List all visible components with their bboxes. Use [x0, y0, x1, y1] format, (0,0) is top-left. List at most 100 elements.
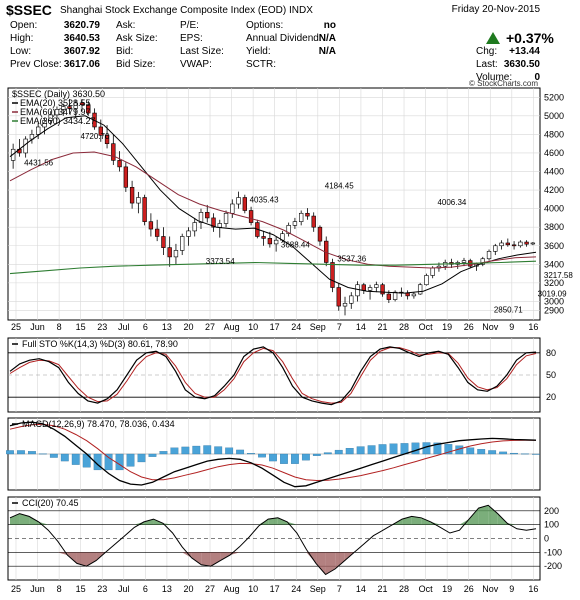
candle-body: [42, 120, 47, 128]
x-tick-label: 16: [528, 322, 538, 332]
last-label: Last:: [476, 59, 498, 70]
macd-histogram-bar: [356, 446, 365, 455]
price-annotation: 3373.54: [206, 257, 235, 266]
macd-histogram-bar: [291, 453, 299, 464]
price-annotation: 3688.44: [281, 241, 310, 250]
candle-body: [392, 291, 398, 300]
macd-histogram-bar: [389, 443, 398, 455]
x-tick-label-bottom: 15: [76, 584, 86, 594]
candle-body: [505, 242, 511, 246]
volume-label: Volume:: [476, 72, 513, 83]
candle-body: [211, 217, 216, 228]
y-tick-label: 5200: [544, 92, 564, 102]
candle-body: [167, 247, 172, 258]
x-tick-label: 17: [270, 322, 280, 332]
x-tick-label-bottom: 16: [528, 584, 538, 594]
cci-overbought-fill: [459, 519, 470, 525]
cci-oversold-fill: [182, 552, 192, 558]
candle-body: [361, 284, 366, 291]
bid-label: Bid:: [116, 46, 134, 57]
cci-overbought-fill: [268, 517, 278, 525]
candle-body: [486, 251, 492, 260]
yield-label: Yield:: [246, 46, 271, 57]
candle-body: [154, 228, 160, 237]
open-value: 3620.79: [63, 20, 100, 31]
sto-y-label: 50: [546, 370, 556, 380]
cci-oversold-fill: [57, 552, 68, 556]
price-annotation: 3537.36: [337, 255, 366, 264]
cci-oversold-fill: [220, 552, 230, 561]
eps-label: EPS:: [180, 33, 203, 44]
macd-histogram-bar: [466, 447, 475, 455]
cci-y-label: 0: [544, 534, 549, 544]
price-annotation: 4431.56: [24, 159, 53, 168]
last-value: 3630.50: [503, 59, 540, 70]
price-legend-entry: EMA(20) 3528.55: [20, 98, 91, 108]
candle-body: [198, 212, 204, 223]
candle-body: [61, 106, 66, 110]
cci-overbought-fill: [19, 513, 30, 525]
candle-body: [67, 106, 72, 109]
x-tick-label: Sep: [310, 322, 326, 332]
sto-d-line: [9, 347, 537, 404]
x-tick-label-bottom: 21: [377, 584, 387, 594]
x-tick-label: 10: [248, 322, 258, 332]
x-tick-label-bottom: 26: [464, 584, 474, 594]
x-tick-label: 9: [509, 322, 514, 332]
y-tick-label: 3200: [544, 278, 564, 288]
candle-body: [136, 197, 141, 204]
x-tick-label: 28: [399, 322, 409, 332]
x-tick-label-bottom: 28: [399, 584, 409, 594]
cci-oversold-fill: [316, 552, 326, 575]
macd-histogram-bar: [49, 453, 58, 458]
y-tick-label: 3600: [544, 241, 564, 251]
candle-body: [230, 203, 235, 214]
cci-oversold-fill: [191, 552, 202, 565]
cci-oversold-fill: [76, 552, 87, 567]
macd-histogram-bar: [521, 453, 529, 455]
exchange-label: INDX: [289, 5, 313, 16]
cci-overbought-fill: [134, 521, 144, 525]
cci-oversold-fill: [210, 552, 221, 567]
x-tick-label-bottom: 9: [509, 584, 514, 594]
candle-body: [123, 166, 129, 188]
cci-oversold-fill: [306, 552, 317, 564]
low-label: Low:: [10, 46, 32, 57]
macd-histogram-bar: [323, 452, 332, 455]
x-tick-label-bottom: 13: [162, 584, 172, 594]
x-tick-label: Nov: [482, 322, 499, 332]
x-tick-label-bottom: Jul: [118, 584, 130, 594]
y-tick-label: 4800: [544, 129, 564, 139]
cci-overbought-fill: [10, 513, 20, 525]
candle-body: [129, 186, 135, 204]
candle-body: [48, 114, 53, 121]
high-value: 3640.53: [63, 33, 100, 44]
macd-histogram-bar: [192, 445, 201, 455]
candle-body: [142, 197, 147, 222]
x-tick-label: 27: [205, 322, 215, 332]
ask-label: Ask:: [116, 20, 136, 31]
x-tick-label: 15: [76, 322, 86, 332]
y-tick-label: 4200: [544, 185, 564, 195]
candle-body: [355, 284, 360, 297]
candle-body: [336, 287, 341, 307]
price-annotation: 3217.58: [544, 271, 573, 280]
cci-overbought-fill: [411, 516, 422, 525]
candle-body: [342, 302, 348, 307]
candle-body: [311, 215, 316, 228]
candle-body: [104, 135, 110, 144]
change-value: +13.44: [509, 46, 540, 57]
macd-histogram-bar: [38, 453, 47, 455]
price-legend-symbol: $SSEC (Daily) 3630.50: [12, 89, 105, 99]
candle-body: [86, 104, 91, 114]
ask-size-label: Ask Size:: [116, 33, 158, 44]
x-tick-label-bottom: 24: [291, 584, 301, 594]
x-tick-label-bottom: 6: [143, 584, 148, 594]
x-tick-label: 26: [464, 322, 474, 332]
macd-histogram-bar: [60, 453, 69, 462]
candle-body: [480, 258, 485, 265]
macd-histogram-bar: [400, 443, 409, 455]
candle-body: [292, 221, 298, 226]
change-label: Chg:: [476, 46, 498, 57]
